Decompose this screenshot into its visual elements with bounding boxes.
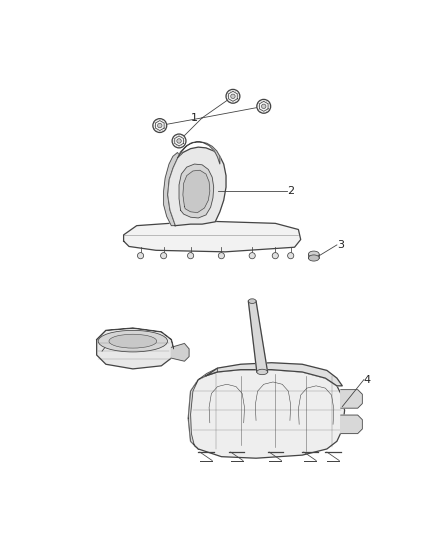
Ellipse shape [308, 255, 319, 261]
Circle shape [261, 104, 266, 109]
Text: 5: 5 [102, 336, 110, 346]
Circle shape [158, 123, 162, 128]
Circle shape [226, 90, 240, 103]
Polygon shape [177, 142, 220, 164]
Text: 2: 2 [287, 186, 294, 196]
Polygon shape [97, 328, 173, 349]
Polygon shape [341, 390, 362, 408]
Circle shape [231, 94, 235, 99]
Ellipse shape [109, 334, 157, 348]
Polygon shape [188, 368, 218, 449]
Circle shape [138, 253, 144, 259]
Polygon shape [188, 370, 345, 458]
Polygon shape [167, 147, 226, 225]
Circle shape [161, 253, 167, 259]
Text: 1: 1 [191, 113, 198, 123]
Circle shape [172, 134, 186, 148]
Ellipse shape [257, 369, 268, 375]
Polygon shape [164, 152, 179, 225]
Polygon shape [124, 221, 301, 252]
Polygon shape [183, 170, 210, 213]
Circle shape [218, 253, 225, 259]
Text: 3: 3 [337, 240, 344, 250]
Circle shape [153, 119, 167, 133]
Circle shape [272, 253, 279, 259]
Polygon shape [341, 415, 362, 433]
Polygon shape [248, 301, 268, 372]
Polygon shape [179, 164, 214, 218]
Polygon shape [206, 363, 342, 386]
Circle shape [187, 253, 194, 259]
Ellipse shape [248, 299, 256, 303]
Polygon shape [97, 328, 173, 369]
Circle shape [249, 253, 255, 259]
Ellipse shape [98, 330, 167, 352]
Text: 4: 4 [364, 375, 371, 385]
Circle shape [288, 253, 294, 259]
Polygon shape [171, 343, 189, 361]
Circle shape [257, 99, 271, 113]
Ellipse shape [308, 251, 319, 257]
Circle shape [177, 139, 181, 143]
